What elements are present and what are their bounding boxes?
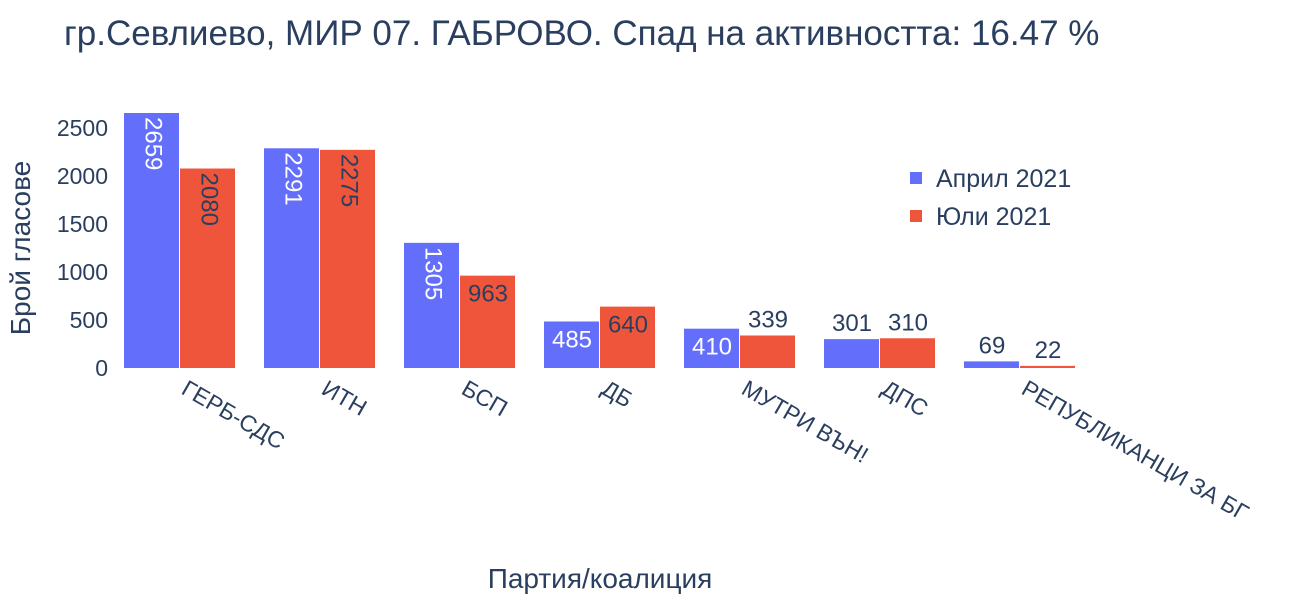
y-tick-label: 1000 xyxy=(57,259,108,285)
x-tick-label: ГЕРБ-СДС xyxy=(178,375,290,455)
legend-swatch xyxy=(910,210,922,222)
bar[interactable] xyxy=(740,335,795,368)
bar-value-label: 69 xyxy=(979,332,1006,359)
bar[interactable] xyxy=(180,168,235,368)
legend-swatch xyxy=(910,172,922,184)
y-tick-label: 2500 xyxy=(57,115,108,141)
bar-value-label: 1305 xyxy=(420,247,447,300)
x-tick-label: ДБ xyxy=(598,375,638,413)
x-tick-label: ДПС xyxy=(878,375,933,422)
x-axis-title: Партия/коалиция xyxy=(488,563,713,594)
bar-value-label: 310 xyxy=(888,309,928,336)
bar[interactable] xyxy=(1020,365,1075,368)
y-tick-label: 500 xyxy=(70,307,108,333)
bar[interactable] xyxy=(600,306,655,368)
bars-layer: 2659 2291 1305 485 410 301 69 2080 2275 963 640 339… xyxy=(124,113,1075,368)
y-axis-ticks: 0 500 1000 1500 2000 2500 xyxy=(57,115,108,381)
chart-title: гр.Севлиево, МИР 07. ГАБРОВО. Спад на ак… xyxy=(64,14,1100,53)
legend[interactable]: Април 2021 Юли 2021 xyxy=(910,165,1071,231)
x-tick-label: РЕПУБЛИКАНЦИ ЗА БГ xyxy=(1018,375,1254,526)
bar[interactable] xyxy=(460,275,515,368)
bar-value-label: 2080 xyxy=(196,173,223,226)
x-tick-label: БСП xyxy=(458,375,513,422)
y-axis-title: Брой гласове xyxy=(5,161,36,335)
bar[interactable] xyxy=(684,328,739,368)
bar[interactable] xyxy=(544,321,599,368)
bar[interactable] xyxy=(964,361,1019,368)
y-tick-label: 0 xyxy=(95,355,108,381)
bar-value-label: 301 xyxy=(832,310,872,337)
bar[interactable] xyxy=(404,242,459,368)
bar-value-label: 410 xyxy=(692,334,732,361)
bar-value-label: 339 xyxy=(748,306,788,333)
bar-value-label: 963 xyxy=(468,281,508,308)
bar-value-label: 2659 xyxy=(140,117,167,170)
y-tick-label: 2000 xyxy=(57,163,108,189)
bar[interactable] xyxy=(264,148,319,368)
bar[interactable] xyxy=(824,339,879,368)
bar-value-label: 640 xyxy=(608,312,648,339)
bar[interactable] xyxy=(880,338,935,368)
bar-value-label: 2291 xyxy=(280,152,307,205)
bar-value-label: 2275 xyxy=(336,154,363,207)
x-tick-label: ИТН xyxy=(318,375,372,421)
bar-value-label: 485 xyxy=(552,326,592,353)
bar-value-label: 22 xyxy=(1035,337,1062,364)
x-tick-label: МУТРИ ВЪН! xyxy=(738,375,873,468)
legend-label[interactable]: Април 2021 xyxy=(936,165,1071,193)
legend-label[interactable]: Юли 2021 xyxy=(936,203,1051,231)
x-axis-ticks: ГЕРБ-СДС ИТН БСП ДБ МУТРИ ВЪН! ДПС РЕПУБЛИКАНЦ… xyxy=(178,375,1254,526)
bar[interactable] xyxy=(124,113,179,368)
bar[interactable] xyxy=(320,149,375,368)
y-tick-label: 1500 xyxy=(57,211,108,237)
